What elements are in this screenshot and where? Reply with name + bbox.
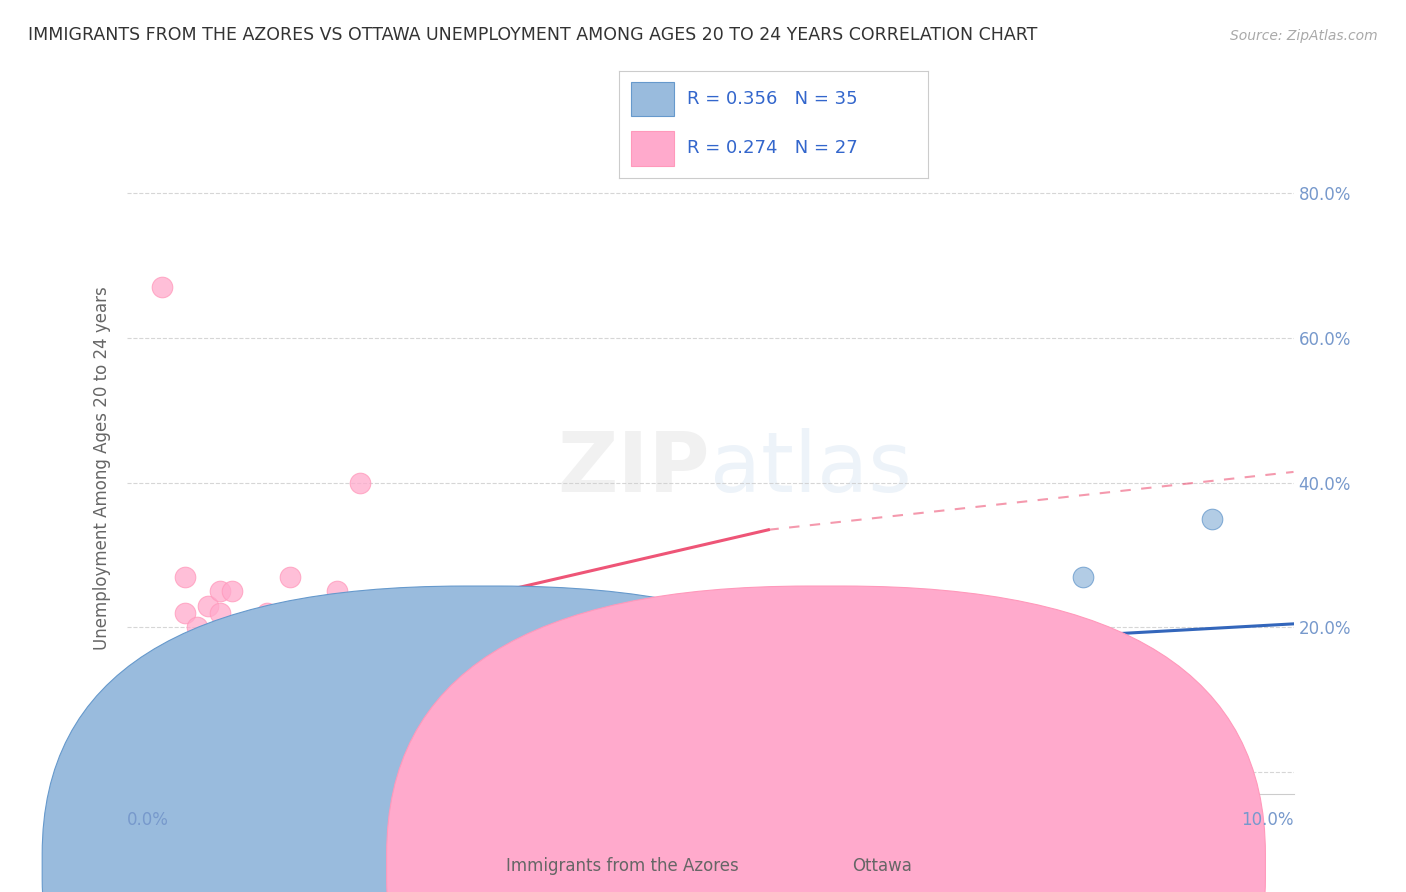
Point (408, 635, 430, 649)
Point (139, 671, 162, 685)
Point (197, 649, 219, 664)
Text: Immigrants from the Azores: Immigrants from the Azores (506, 857, 740, 875)
Point (256, 606, 278, 620)
Text: R = 0.274   N = 27: R = 0.274 N = 27 (686, 139, 858, 157)
Point (441, 620, 464, 634)
Text: Source: ZipAtlas.com: Source: ZipAtlas.com (1230, 29, 1378, 43)
Point (489, 678, 512, 692)
Text: ZIP: ZIP (558, 428, 710, 508)
Point (174, 642, 197, 657)
Point (243, 671, 266, 685)
Point (465, 642, 488, 657)
Point (174, 570, 197, 584)
Point (208, 657, 231, 671)
Point (441, 722, 464, 736)
Point (150, 280, 173, 294)
Point (278, 570, 301, 584)
Point (186, 664, 208, 678)
Point (325, 671, 347, 685)
Point (197, 685, 219, 699)
Point (174, 657, 197, 671)
Point (174, 606, 197, 620)
Point (349, 475, 371, 490)
Point (127, 693, 149, 707)
Point (640, 678, 664, 692)
Y-axis label: Unemployment Among Ages 20 to 24 years: Unemployment Among Ages 20 to 24 years (93, 286, 111, 650)
Point (325, 584, 347, 599)
Point (208, 606, 231, 620)
Point (232, 664, 254, 678)
Point (221, 657, 243, 671)
Point (524, 664, 547, 678)
Point (267, 678, 290, 692)
Point (756, 707, 779, 722)
Point (815, 664, 838, 678)
Point (232, 664, 254, 678)
Point (373, 628, 395, 642)
Text: 0.0%: 0.0% (127, 811, 169, 829)
Point (127, 671, 149, 685)
Point (162, 664, 184, 678)
Point (675, 729, 697, 743)
Point (197, 599, 219, 613)
Point (197, 628, 219, 642)
Text: atlas: atlas (710, 428, 911, 508)
Bar (631, 131, 675, 166)
Point (302, 620, 325, 634)
Point (1073, 570, 1095, 584)
Point (150, 678, 173, 692)
Point (1201, 512, 1223, 526)
Point (373, 678, 395, 692)
Point (174, 671, 197, 685)
Point (558, 664, 581, 678)
Text: R = 0.356   N = 35: R = 0.356 N = 35 (686, 90, 858, 108)
Text: 10.0%: 10.0% (1241, 811, 1294, 829)
Point (232, 678, 254, 692)
Point (582, 678, 605, 692)
Point (162, 657, 184, 671)
Point (197, 664, 219, 678)
Point (186, 620, 208, 634)
Point (221, 642, 243, 657)
Point (139, 664, 162, 678)
Text: Ottawa: Ottawa (852, 857, 912, 875)
Bar (631, 82, 675, 116)
Point (208, 671, 231, 685)
Point (723, 664, 745, 678)
Point (127, 671, 149, 685)
Point (162, 678, 184, 692)
Point (221, 584, 243, 599)
Point (208, 584, 231, 599)
Text: IMMIGRANTS FROM THE AZORES VS OTTAWA UNEMPLOYMENT AMONG AGES 20 TO 24 YEARS CORR: IMMIGRANTS FROM THE AZORES VS OTTAWA UNE… (28, 26, 1038, 44)
Point (290, 664, 312, 678)
Point (150, 657, 173, 671)
Point (186, 685, 208, 699)
Point (408, 693, 430, 707)
Point (186, 642, 208, 657)
